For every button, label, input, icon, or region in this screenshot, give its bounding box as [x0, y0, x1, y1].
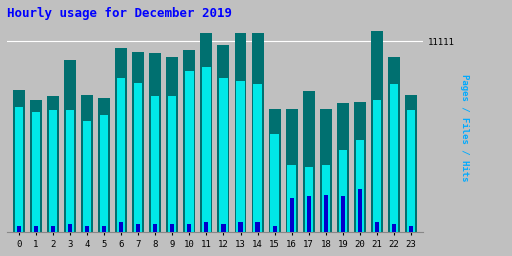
Bar	[390, 84, 398, 232]
Bar	[66, 110, 74, 232]
Bar	[185, 71, 194, 232]
Bar	[151, 97, 159, 232]
Bar	[356, 140, 364, 232]
Bar	[237, 81, 245, 232]
Bar	[202, 67, 210, 232]
Bar	[64, 60, 76, 232]
Bar	[200, 33, 212, 232]
Bar	[187, 224, 191, 232]
Bar	[13, 90, 25, 232]
Bar	[239, 222, 243, 232]
Bar	[119, 222, 123, 232]
Bar	[102, 226, 106, 232]
Bar	[407, 110, 415, 232]
Bar	[253, 84, 262, 232]
Bar	[204, 222, 208, 232]
Bar	[218, 45, 229, 232]
Bar	[303, 91, 315, 232]
Bar	[405, 95, 417, 232]
Bar	[322, 165, 330, 232]
Bar	[183, 50, 196, 232]
Bar	[305, 167, 313, 232]
Bar	[150, 54, 161, 232]
Bar	[168, 97, 177, 232]
Y-axis label: Pages / Files / Hits: Pages / Files / Hits	[460, 74, 469, 181]
Bar	[134, 83, 142, 232]
Bar	[338, 150, 347, 232]
Bar	[85, 226, 89, 232]
Bar	[272, 226, 276, 232]
Bar	[320, 109, 332, 232]
Bar	[269, 109, 281, 232]
Bar	[81, 95, 93, 232]
Bar	[15, 107, 23, 232]
Bar	[221, 224, 226, 232]
Bar	[219, 78, 228, 232]
Bar	[375, 222, 379, 232]
Bar	[371, 31, 383, 232]
Bar	[287, 165, 296, 232]
Bar	[234, 33, 246, 232]
Bar	[290, 198, 294, 232]
Bar	[34, 226, 38, 232]
Bar	[354, 102, 366, 232]
Bar	[170, 224, 175, 232]
Text: Hourly usage for December 2019: Hourly usage for December 2019	[7, 7, 232, 20]
Bar	[255, 222, 260, 232]
Bar	[166, 57, 178, 232]
Bar	[32, 112, 40, 232]
Bar	[49, 110, 57, 232]
Bar	[373, 100, 381, 232]
Bar	[117, 78, 125, 232]
Bar	[409, 226, 413, 232]
Bar	[83, 121, 91, 232]
Bar	[136, 224, 140, 232]
Bar	[337, 103, 349, 232]
Bar	[340, 196, 345, 232]
Bar	[358, 189, 362, 232]
Bar	[388, 57, 400, 232]
Bar	[30, 100, 42, 232]
Bar	[392, 224, 396, 232]
Bar	[47, 97, 59, 232]
Bar	[17, 226, 21, 232]
Bar	[51, 226, 55, 232]
Bar	[100, 115, 109, 232]
Bar	[153, 224, 157, 232]
Bar	[324, 195, 328, 232]
Bar	[68, 224, 72, 232]
Bar	[115, 48, 127, 232]
Bar	[98, 98, 110, 232]
Bar	[286, 109, 297, 232]
Bar	[132, 52, 144, 232]
Bar	[270, 134, 279, 232]
Bar	[251, 33, 264, 232]
Bar	[307, 196, 311, 232]
